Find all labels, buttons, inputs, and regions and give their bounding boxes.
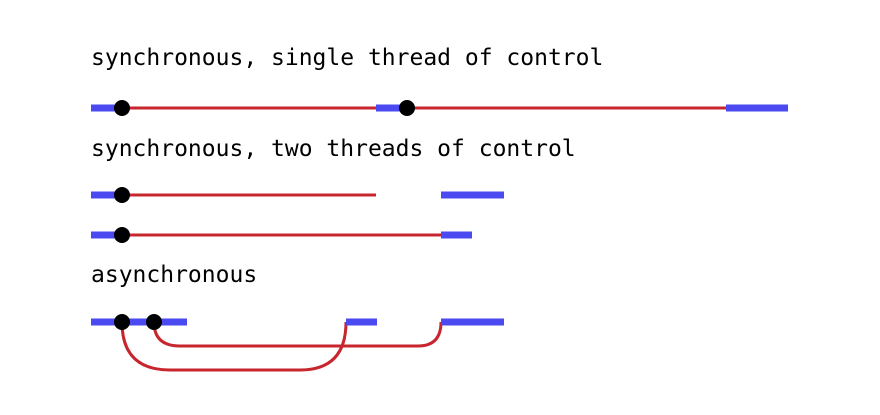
callback-arc xyxy=(120,321,348,372)
callback-arc xyxy=(152,321,443,348)
heading-sync-single: synchronous, single thread of control xyxy=(91,45,604,71)
timeline-sync-two-thread-1 xyxy=(91,187,504,203)
heading-async: asynchronous xyxy=(91,262,258,288)
timeline-sync-two-thread-2 xyxy=(91,227,472,243)
event-dot xyxy=(146,314,162,330)
event-dot xyxy=(114,314,130,330)
timeline-async xyxy=(91,314,504,372)
event-dot xyxy=(114,187,130,203)
event-dot xyxy=(114,100,130,116)
event-dot xyxy=(114,227,130,243)
event-dot xyxy=(399,100,415,116)
heading-sync-two: synchronous, two threads of control xyxy=(91,136,576,162)
timeline-sync-single xyxy=(91,100,788,116)
